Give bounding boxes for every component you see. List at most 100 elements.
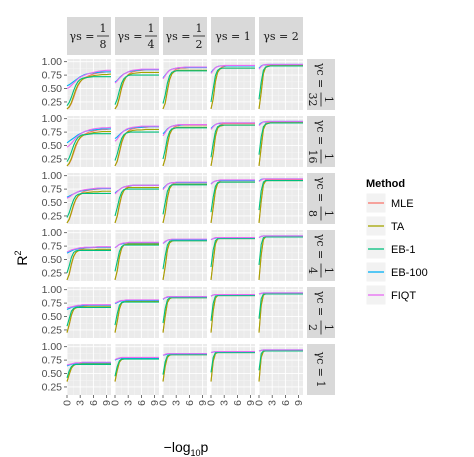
series-line-fiqt bbox=[114, 184, 159, 195]
row-strip-denominator: 2 bbox=[306, 324, 319, 331]
column-strip: γs = 2 bbox=[259, 17, 303, 55]
panel bbox=[258, 59, 303, 110]
series-line-fiqt bbox=[258, 235, 303, 239]
x-tick-label: 9 bbox=[245, 400, 257, 406]
series-line-eb-1 bbox=[66, 133, 111, 162]
series-line-fiqt bbox=[162, 181, 207, 190]
row-strip-denominator: 4 bbox=[306, 267, 319, 274]
series-line-eb-1 bbox=[210, 124, 255, 158]
y-axis-title-main: R bbox=[14, 255, 30, 265]
y-tick-label: 0.75 bbox=[42, 355, 63, 367]
series-line-ta bbox=[114, 71, 159, 110]
y-tick-label: 1.00 bbox=[42, 284, 63, 296]
row-strip: γc = 116 bbox=[306, 116, 335, 167]
row-strip-label: γc = bbox=[314, 234, 327, 259]
panel bbox=[66, 173, 111, 224]
series-line-eb-1 bbox=[66, 76, 111, 107]
series-line-fiqt bbox=[114, 125, 159, 142]
series-line-ta bbox=[114, 186, 159, 224]
y-tick-label: 1.00 bbox=[42, 227, 63, 239]
x-tick-label: 0 bbox=[62, 400, 74, 406]
series-line-fiqt bbox=[210, 64, 255, 74]
row-strip-background bbox=[307, 344, 335, 395]
panel bbox=[66, 59, 112, 110]
series-line-eb-1 bbox=[162, 184, 207, 215]
x-tick-label: 3 bbox=[171, 400, 183, 406]
panel bbox=[210, 230, 255, 281]
series-line-eb-1 bbox=[114, 301, 159, 326]
series-line-fiqt bbox=[162, 353, 207, 356]
column-strip-background bbox=[211, 17, 255, 55]
series-line-fiqt bbox=[210, 122, 255, 130]
panel bbox=[162, 344, 207, 395]
column-strip-label: γs = 1 bbox=[215, 30, 250, 43]
row-strip: γc = 132 bbox=[306, 59, 335, 110]
series-line-fiqt bbox=[210, 236, 255, 241]
panel bbox=[162, 59, 207, 110]
series-line-fiqt bbox=[210, 179, 255, 185]
series-line-fiqt bbox=[114, 68, 159, 84]
legend-label: TA bbox=[391, 221, 405, 233]
column-strip-numerator: 1 bbox=[100, 22, 107, 35]
legend-item: FIQT bbox=[365, 284, 416, 306]
row-strip-label: γc = bbox=[314, 291, 327, 316]
legend-item: EB-1 bbox=[365, 238, 415, 260]
y-tick-label: 0.25 bbox=[42, 324, 63, 336]
row-strip: γc = 18 bbox=[306, 173, 335, 224]
y-tick-label: 0.75 bbox=[42, 127, 63, 139]
series-line-fiqt bbox=[114, 356, 159, 361]
row-strip-label: γc = bbox=[314, 177, 327, 202]
panel bbox=[114, 173, 159, 224]
legend-title: Method bbox=[366, 178, 405, 190]
column-strip: γs = 1 8 bbox=[67, 17, 111, 55]
panel bbox=[258, 230, 303, 281]
x-axis-title-subscript: 10 bbox=[191, 448, 201, 457]
panel bbox=[66, 230, 111, 281]
series-line-fiqt bbox=[258, 63, 303, 70]
row-strip-numerator: 1 bbox=[322, 324, 335, 331]
panel bbox=[114, 287, 159, 338]
series-line-eb-1 bbox=[162, 70, 207, 104]
y-tick-label: 1.00 bbox=[42, 113, 63, 125]
row-strip: γc = 12 bbox=[306, 287, 335, 338]
x-tick-label: 3 bbox=[75, 400, 87, 406]
panel bbox=[210, 116, 255, 167]
panel bbox=[66, 287, 111, 338]
row-strip-numerator: 1 bbox=[322, 96, 335, 103]
series-line-fiqt bbox=[258, 349, 303, 352]
column-strip: γs = 1 bbox=[211, 17, 255, 55]
y-tick-label: 0.75 bbox=[42, 184, 63, 196]
series-line-fiqt bbox=[66, 361, 111, 366]
series-line-eb-1 bbox=[114, 188, 159, 217]
series-line-eb-1 bbox=[66, 306, 111, 327]
series-line-eb-1 bbox=[162, 127, 207, 160]
series-line-eb-1 bbox=[162, 297, 207, 324]
y-axis-title: R2 bbox=[13, 250, 30, 265]
x-tick-label: 9 bbox=[101, 400, 113, 406]
legend-item: TA bbox=[365, 215, 405, 237]
row-strip-denominator: 8 bbox=[306, 210, 319, 217]
x-tick-label: 0 bbox=[254, 400, 266, 406]
series-line-eb-1 bbox=[114, 244, 159, 272]
column-strip-label: γs = bbox=[70, 30, 95, 43]
column-strip-label: γs = 2 bbox=[263, 30, 298, 43]
column-strip-denominator: 8 bbox=[100, 38, 107, 51]
y-tick-label: 0.75 bbox=[42, 241, 63, 253]
y-tick-label: 0.50 bbox=[42, 140, 63, 152]
panel bbox=[210, 59, 255, 110]
series-line-eb-1 bbox=[258, 65, 303, 100]
panel bbox=[210, 173, 255, 224]
row-strip: γc = 14 bbox=[306, 230, 335, 281]
x-tick-label: 6 bbox=[280, 400, 292, 406]
legend-item: EB-100 bbox=[365, 261, 428, 283]
panel bbox=[162, 287, 207, 338]
x-tick-label: 3 bbox=[219, 400, 231, 406]
y-tick-label: 0.50 bbox=[42, 311, 63, 323]
series-line-fiqt bbox=[162, 238, 207, 244]
series-line-eb-1 bbox=[162, 354, 207, 375]
row-strip-numerator: 1 bbox=[322, 153, 335, 160]
column-strip: γs = 1 2 bbox=[163, 17, 207, 55]
x-tick-label: 9 bbox=[293, 400, 305, 406]
